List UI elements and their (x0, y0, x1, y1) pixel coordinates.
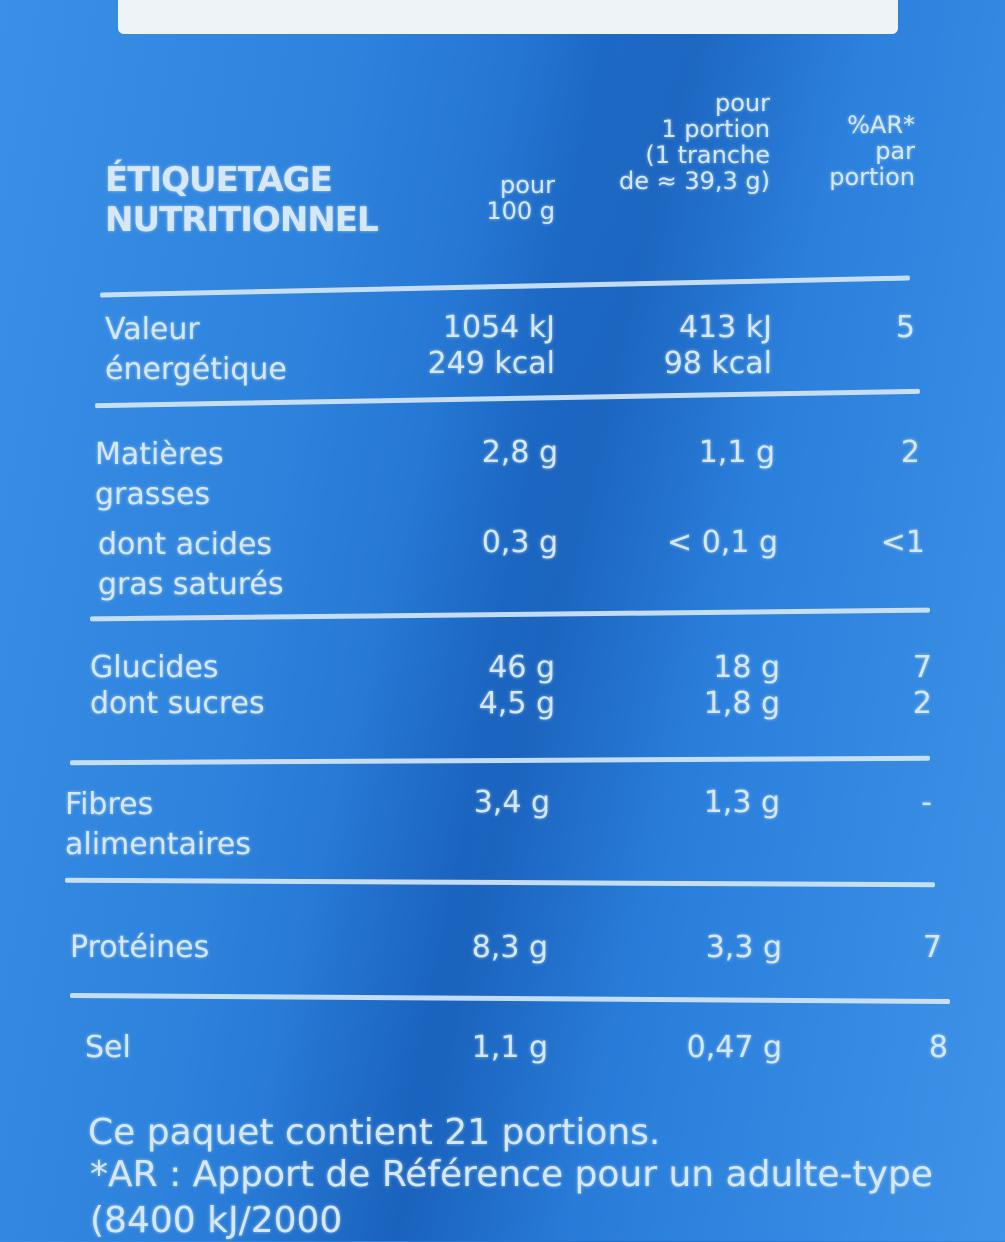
white-label-edge (118, 0, 898, 34)
label-line: Sel (85, 1030, 131, 1065)
row-ar: 7 (882, 930, 942, 966)
portion-line: 3,3 g (705, 930, 782, 965)
label-line: Fibres (65, 787, 154, 822)
row-label: Sel (85, 1030, 131, 1066)
row-label: Fibres alimentaires (65, 785, 251, 865)
ar-line: 7 (912, 650, 932, 685)
label-line: Valeur (105, 312, 200, 347)
label-line: grasses (95, 477, 211, 512)
col3-header-line: %AR* (847, 111, 915, 139)
row-label: Protéines (70, 930, 209, 966)
footer-ar-note: *AR : Apport de Référence pour un adulte… (90, 1154, 933, 1195)
row-per100: 2,8 g (358, 435, 558, 471)
ar-line: 2 (912, 686, 932, 721)
col2-header-line: 1 portion (661, 115, 770, 143)
row-label: Valeur énergétique (105, 310, 287, 390)
col2-header-line: de ≈ 39,3 g) (618, 167, 770, 195)
portion-line: 18 g (713, 650, 780, 685)
col3-header: %AR* par portion (780, 112, 915, 190)
row-label: Matières grasses (95, 435, 224, 515)
row-portion: 1,3 g (580, 785, 780, 821)
ar-line: 8 (928, 1030, 948, 1065)
per100-line: 249 kcal (427, 346, 555, 381)
row-ar: <1 (865, 525, 925, 561)
row-per100: 1,1 g (348, 1030, 548, 1066)
per100-line: 1054 kJ (442, 310, 555, 345)
portion-line: 0,47 g (686, 1030, 782, 1065)
per100-line: 8,3 g (471, 930, 548, 965)
col2-header: pour 1 portion (1 tranche de ≈ 39,3 g) (570, 90, 770, 194)
per100-line: 4,5 g (478, 686, 555, 721)
label-line: Matières (95, 437, 224, 472)
col3-header-line: portion (829, 163, 915, 191)
row-ar: 5 (855, 310, 915, 346)
per100-line: 46 g (488, 650, 555, 685)
col3-header-line: par (875, 137, 915, 165)
portion-line: 1,1 g (698, 435, 775, 470)
ar-line: 7 (922, 930, 942, 965)
footer-portions: Ce paquet contient 21 portions. (88, 1112, 661, 1153)
row-per100: 46 g 4,5 g (355, 650, 555, 722)
row-portion: 18 g 1,8 g (580, 650, 780, 722)
ar-line: 2 (900, 435, 920, 470)
row-per100: 8,3 g (348, 930, 548, 966)
col1-header-line: 100 g (486, 197, 555, 225)
portion-line: < 0,1 g (667, 525, 778, 560)
col1-header-line: pour (500, 171, 555, 199)
portion-line: 1,3 g (703, 785, 780, 820)
label-line: alimentaires (65, 827, 251, 862)
row-per100: 0,3 g (358, 525, 558, 561)
title-line2: NUTRITIONNEL (105, 200, 379, 240)
ar-line: 5 (895, 310, 915, 345)
row-portion: 413 kJ 98 kcal (572, 310, 772, 382)
col2-header-line: (1 tranche (645, 141, 770, 169)
row-ar: 8 (888, 1030, 948, 1066)
row-per100: 1054 kJ 249 kcal (355, 310, 555, 382)
title-line1: ÉTIQUETAGE (105, 160, 333, 200)
label-line: énergétique (105, 352, 287, 387)
col2-header-line: pour (715, 89, 770, 117)
portion-line: 98 kcal (663, 346, 772, 381)
row-portion: 1,1 g (575, 435, 775, 471)
per100-line: 0,3 g (481, 525, 558, 560)
ar-line: <1 (880, 525, 925, 560)
row-portion: 3,3 g (582, 930, 782, 966)
row-label: dont acides gras saturés (98, 525, 283, 605)
per100-line: 3,4 g (473, 785, 550, 820)
ar-line: - (921, 785, 932, 820)
per100-line: 2,8 g (481, 435, 558, 470)
row-ar: - (872, 785, 932, 821)
label-line: Glucides (90, 650, 219, 685)
row-ar: 2 (860, 435, 920, 471)
footer-ar-values: (8400 kJ/2000 (90, 1200, 343, 1241)
label-line: dont acides (98, 527, 273, 562)
portion-line: 1,8 g (703, 686, 780, 721)
label-line: dont sucres (90, 686, 265, 721)
per100-line: 1,1 g (471, 1030, 548, 1065)
row-per100: 3,4 g (350, 785, 550, 821)
label-line: gras saturés (98, 567, 284, 602)
label-line: Protéines (70, 930, 210, 965)
row-portion: < 0,1 g (578, 525, 778, 561)
row-label: Glucides dont sucres (90, 650, 265, 722)
row-portion: 0,47 g (582, 1030, 782, 1066)
col1-header: pour 100 g (455, 172, 555, 224)
portion-line: 413 kJ (678, 310, 772, 345)
